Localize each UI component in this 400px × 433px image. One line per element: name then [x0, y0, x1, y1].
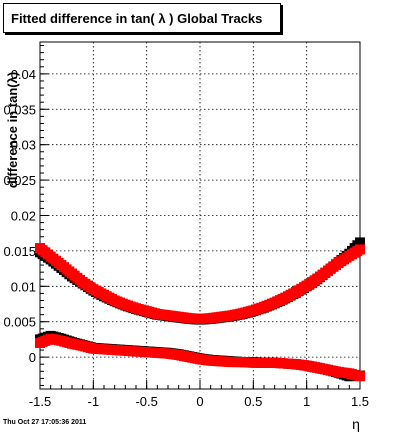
data-point [355, 244, 365, 255]
data-point [355, 371, 365, 382]
x-tick-label: 0.5 [244, 394, 262, 409]
y-tick-label: 0.025 [3, 173, 36, 188]
chart-title-box: Fitted difference in tan( λ ) Global Tra… [3, 3, 281, 33]
y-tick-label: 0.015 [3, 244, 36, 259]
series-3 [35, 333, 365, 382]
x-tick-label: 0 [196, 394, 203, 409]
timestamp: Thu Oct 27 17:05:36 2011 [3, 419, 87, 426]
x-tick-label: -1.5 [29, 394, 51, 409]
chart-title: Fitted difference in tan( λ ) Global Tra… [11, 11, 263, 26]
y-tick-label: 0.005 [3, 315, 36, 330]
data-point [355, 237, 365, 248]
y-tick-label: 0.02 [11, 209, 36, 224]
y-tick-label: 0.01 [11, 279, 36, 294]
x-tick-label: -0.5 [135, 394, 157, 409]
axes: -1.5 -1 -0.5 0 0.5 1 1.5 0 0.005 0.01 0.015 0.02 0.0… [3, 45, 369, 409]
grid-lines [40, 42, 360, 389]
y-axis-label: difference in tan(λ) [5, 72, 20, 188]
x-tick-label: 1 [303, 394, 310, 409]
y-tick-label: 0.04 [11, 67, 36, 82]
x-tick-label: -1 [88, 394, 100, 409]
series-1 [35, 243, 365, 324]
y-tick-label: 0 [29, 350, 36, 365]
y-tick-label: 0.03 [11, 138, 36, 153]
x-tick-label: 1.5 [351, 394, 369, 409]
x-axis-label: η [352, 416, 360, 432]
y-tick-label: 0.035 [3, 102, 36, 117]
series-layer [35, 237, 365, 382]
